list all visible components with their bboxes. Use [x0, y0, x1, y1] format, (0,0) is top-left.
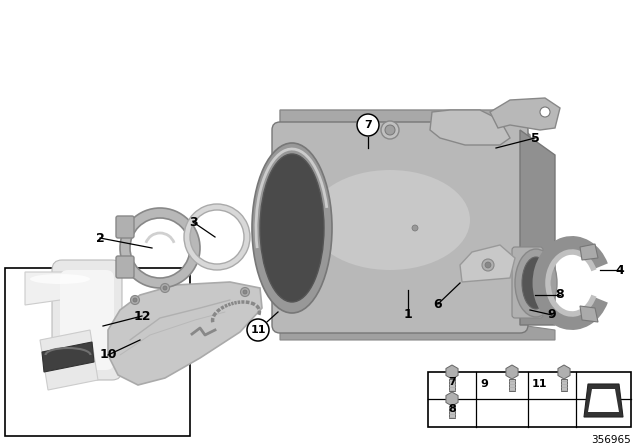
- Text: 7: 7: [448, 377, 456, 387]
- Circle shape: [540, 107, 550, 117]
- FancyBboxPatch shape: [512, 247, 543, 318]
- Circle shape: [385, 125, 395, 135]
- Circle shape: [482, 259, 494, 271]
- Polygon shape: [25, 272, 95, 305]
- Ellipse shape: [252, 143, 332, 313]
- Polygon shape: [490, 98, 560, 130]
- Bar: [449, 379, 455, 391]
- Circle shape: [133, 298, 137, 302]
- Text: 8: 8: [556, 289, 564, 302]
- Text: 4: 4: [616, 263, 625, 276]
- Text: 10: 10: [99, 349, 116, 362]
- Bar: [449, 406, 455, 418]
- Text: 356965: 356965: [591, 435, 631, 445]
- Text: 6: 6: [434, 297, 442, 310]
- Bar: [428, 372, 631, 427]
- Circle shape: [131, 296, 140, 305]
- Circle shape: [163, 286, 167, 290]
- Polygon shape: [460, 245, 515, 282]
- Polygon shape: [280, 110, 530, 145]
- Text: 7: 7: [364, 120, 372, 130]
- FancyBboxPatch shape: [52, 260, 122, 380]
- Polygon shape: [588, 389, 619, 412]
- Polygon shape: [430, 110, 510, 145]
- Text: 1: 1: [404, 309, 412, 322]
- Text: 9: 9: [548, 309, 556, 322]
- Polygon shape: [520, 130, 555, 325]
- Bar: [5, 268, 190, 436]
- Text: 12: 12: [133, 310, 151, 323]
- Circle shape: [357, 114, 379, 136]
- Polygon shape: [584, 384, 623, 417]
- Bar: [509, 379, 515, 391]
- Polygon shape: [40, 330, 98, 390]
- FancyBboxPatch shape: [60, 270, 114, 370]
- Text: 9: 9: [480, 379, 488, 389]
- FancyBboxPatch shape: [116, 256, 134, 278]
- Polygon shape: [580, 306, 598, 322]
- Text: 2: 2: [95, 232, 104, 245]
- Polygon shape: [42, 342, 94, 372]
- Polygon shape: [108, 282, 262, 385]
- Ellipse shape: [310, 170, 470, 270]
- Circle shape: [161, 284, 170, 293]
- Polygon shape: [280, 325, 555, 340]
- Circle shape: [243, 290, 247, 294]
- Circle shape: [381, 121, 399, 139]
- Text: 8: 8: [448, 404, 456, 414]
- Ellipse shape: [30, 274, 90, 284]
- Text: 5: 5: [531, 132, 540, 145]
- Ellipse shape: [515, 249, 557, 317]
- Polygon shape: [580, 244, 598, 260]
- Circle shape: [412, 225, 418, 231]
- FancyBboxPatch shape: [272, 122, 528, 333]
- Text: 11: 11: [250, 325, 266, 335]
- Circle shape: [247, 319, 269, 341]
- Circle shape: [241, 288, 250, 297]
- Text: 11: 11: [532, 379, 547, 389]
- Ellipse shape: [260, 154, 324, 302]
- FancyBboxPatch shape: [116, 216, 134, 238]
- Circle shape: [485, 262, 491, 268]
- Ellipse shape: [522, 257, 550, 309]
- Text: 3: 3: [189, 215, 197, 228]
- Bar: [561, 379, 567, 391]
